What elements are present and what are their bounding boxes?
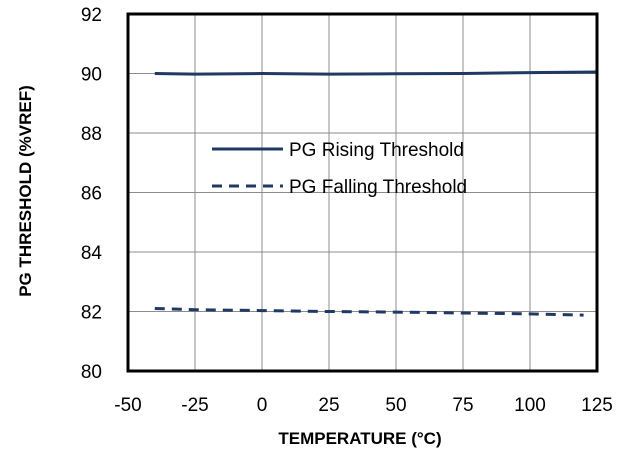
x-tick-labels: -50 -25 0 25 50 75 100 125 xyxy=(114,395,613,416)
y-tick-label: 84 xyxy=(81,243,103,264)
y-tick-labels: 80 82 84 86 88 90 92 xyxy=(81,5,103,383)
x-tick-label: 100 xyxy=(514,395,546,416)
x-tick-label: -50 xyxy=(114,395,141,416)
y-tick-label: 88 xyxy=(81,124,102,145)
series-line-rising xyxy=(154,70,598,76)
y-tick-label: 80 xyxy=(81,362,102,383)
legend-label-falling: PG Falling Threshold xyxy=(289,177,467,198)
series-line-falling xyxy=(154,307,584,317)
series-layer xyxy=(154,70,598,317)
legend: PG Rising Threshold PG Falling Threshold xyxy=(212,140,467,198)
x-tick-label: 125 xyxy=(581,395,613,416)
plot-frame xyxy=(126,12,599,373)
x-axis-label: TEMPERATURE (°C) xyxy=(278,429,441,448)
y-axis-label: PG THRESHOLD (%VREF) xyxy=(16,85,35,297)
legend-label-rising: PG Rising Threshold xyxy=(289,140,464,161)
x-tick-label: 75 xyxy=(452,395,473,416)
y-tick-label: 86 xyxy=(81,184,102,205)
x-tick-label: 50 xyxy=(385,395,406,416)
x-tick-label: 0 xyxy=(257,395,268,416)
x-tick-label: -25 xyxy=(181,395,208,416)
y-tick-label: 90 xyxy=(81,65,102,86)
y-tick-label: 82 xyxy=(81,303,102,324)
x-tick-label: 25 xyxy=(318,395,339,416)
y-tick-label: 92 xyxy=(81,5,102,26)
